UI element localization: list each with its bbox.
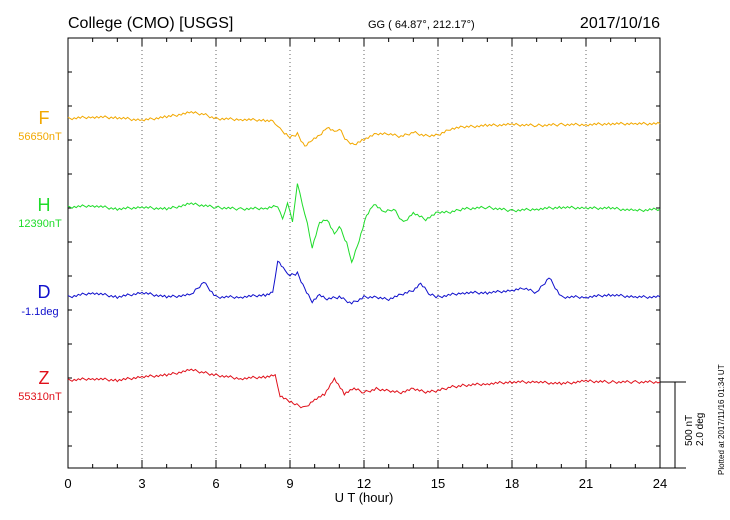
x-tick-label: 3 <box>138 476 145 491</box>
scale-nt-label: 500 nT <box>684 415 695 446</box>
x-tick-label: 0 <box>64 476 71 491</box>
x-tick-label: 24 <box>653 476 667 491</box>
x-tick-label: 12 <box>357 476 371 491</box>
scale-deg-label: 2.0 deg <box>695 413 706 446</box>
plot-series <box>67 110 661 409</box>
series-labels: F 56650nT H 12390nT D -1.1deg Z 55310nT <box>18 108 62 403</box>
x-tick-label: 15 <box>431 476 445 491</box>
series-line-D <box>67 260 661 305</box>
x-tick-label: 6 <box>212 476 219 491</box>
series-name-F: F <box>39 108 50 128</box>
plotted-at-label: Plotted at 2017/11/16 01:34 UT <box>717 364 726 475</box>
x-tick-label: 21 <box>579 476 593 491</box>
x-axis-label: U T (hour) <box>335 490 394 505</box>
series-line-F <box>67 110 661 147</box>
x-tick-label: 18 <box>505 476 519 491</box>
series-line-Z <box>67 368 661 409</box>
x-tick-label: 9 <box>286 476 293 491</box>
series-baseline-D: -1.1deg <box>21 306 58 318</box>
series-baseline-H: 12390nT <box>18 218 62 230</box>
date-label: 2017/10/16 <box>580 15 660 32</box>
series-name-D: D <box>38 282 51 302</box>
scale-bar: 500 nT 2.0 deg <box>660 381 706 469</box>
series-line-H <box>67 183 661 264</box>
series-baseline-Z: 55310nT <box>18 391 62 403</box>
x-axis-ticks: 0 3 6 9 12 15 18 21 24 <box>64 38 667 491</box>
coordinates-label: GG ( 64.87°, 212.17°) <box>368 19 475 31</box>
plot-grid <box>141 38 587 468</box>
series-name-H: H <box>38 195 51 215</box>
series-name-Z: Z <box>39 368 50 388</box>
series-baseline-F: 56650nT <box>18 131 62 143</box>
station-title: College (CMO) [USGS] <box>68 15 233 32</box>
